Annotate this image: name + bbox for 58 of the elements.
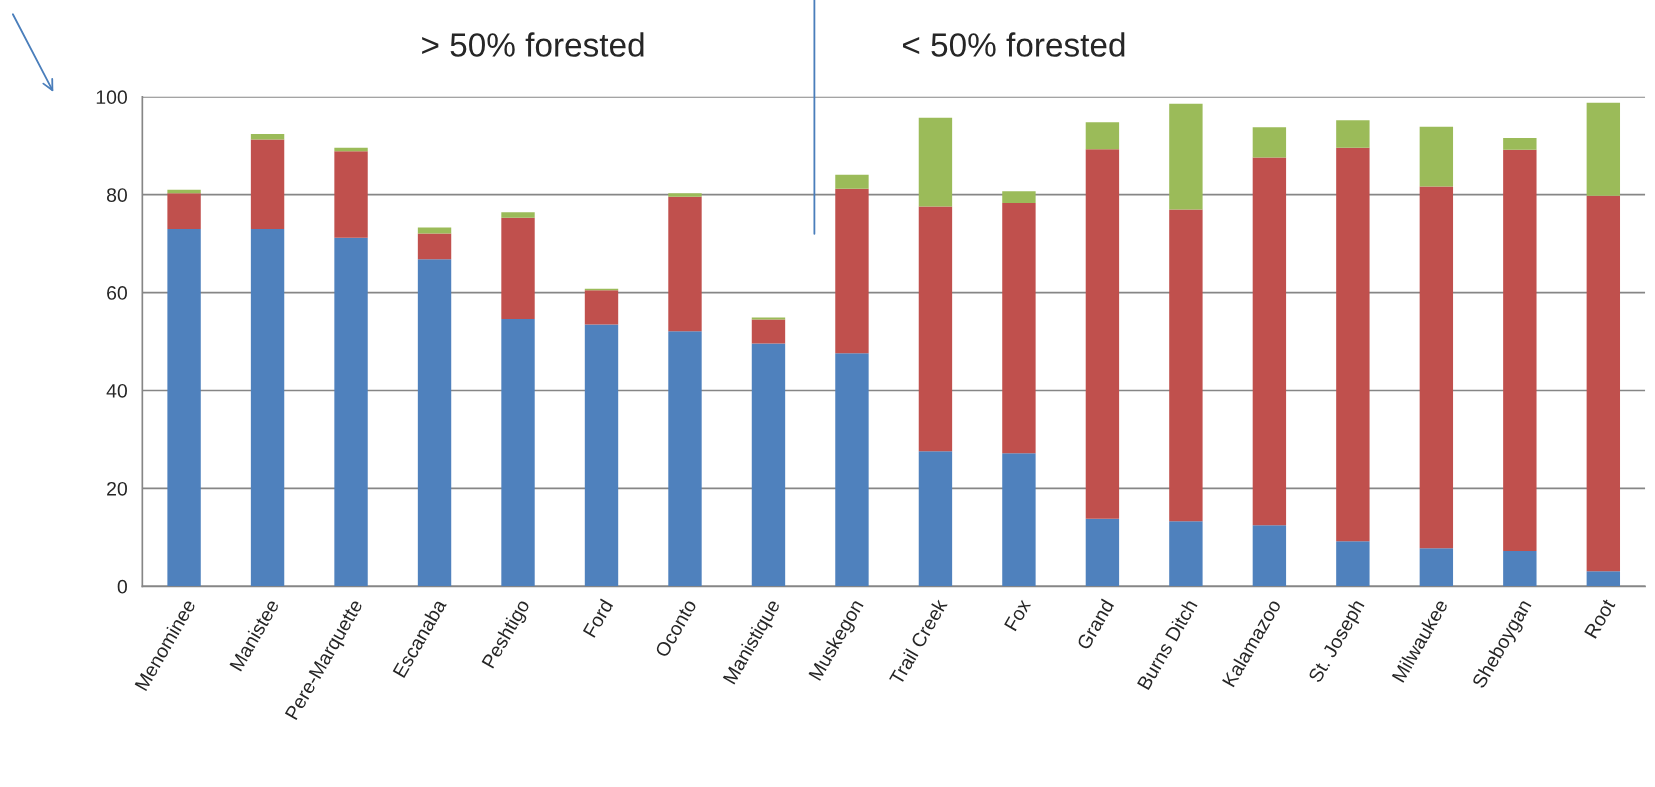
bar (1252, 525, 1287, 587)
bar (334, 151, 368, 238)
x-tick-label: Fox (1004, 597, 1032, 632)
bar (1336, 120, 1370, 148)
bar (250, 134, 285, 140)
bar (501, 217, 535, 320)
bar (501, 319, 535, 587)
bar (1419, 548, 1454, 587)
bar (835, 174, 869, 189)
bar (1503, 149, 1537, 552)
y-tick-label: 80 (106, 188, 127, 202)
bar (1336, 541, 1370, 587)
bar (1252, 157, 1287, 526)
bar (751, 319, 786, 344)
bar (668, 193, 702, 197)
bar (1503, 137, 1537, 150)
bar (1169, 521, 1203, 587)
y-tick-label: 20 (107, 481, 127, 496)
bar (751, 343, 786, 587)
bar (167, 228, 201, 587)
bar (1503, 551, 1537, 587)
bar (1085, 518, 1120, 587)
text: > 50% forested (422, 32, 644, 57)
bar (1169, 103, 1203, 210)
bar (1419, 126, 1454, 187)
bar (668, 196, 702, 332)
text: < 50% forested (903, 32, 1125, 57)
bar (334, 237, 368, 587)
bar (918, 117, 953, 207)
bar (1586, 102, 1621, 196)
bar (1586, 571, 1621, 587)
bar (417, 259, 452, 587)
bar (835, 353, 869, 587)
bar (584, 324, 619, 587)
bar (918, 206, 953, 452)
bar (1336, 147, 1370, 542)
bar (1586, 195, 1621, 572)
bar (1002, 203, 1036, 454)
bar (918, 451, 953, 587)
bar (250, 139, 285, 229)
bar (1419, 186, 1454, 549)
bar (584, 290, 619, 325)
bar (501, 212, 535, 218)
bar (835, 188, 869, 354)
y-tick-label: 100 (96, 90, 127, 105)
bar (1002, 191, 1036, 204)
y-tick-label: 60 (107, 286, 127, 300)
bar (1085, 149, 1120, 519)
bar (668, 331, 702, 587)
bar (1252, 127, 1287, 158)
y-tick-label: 40 (106, 383, 127, 398)
bar (1169, 209, 1203, 522)
y-tick-label: 0 (117, 579, 127, 594)
bar (167, 193, 201, 229)
bar (1002, 453, 1036, 587)
bar (1085, 122, 1120, 150)
bar (417, 233, 452, 260)
bar (250, 228, 285, 587)
